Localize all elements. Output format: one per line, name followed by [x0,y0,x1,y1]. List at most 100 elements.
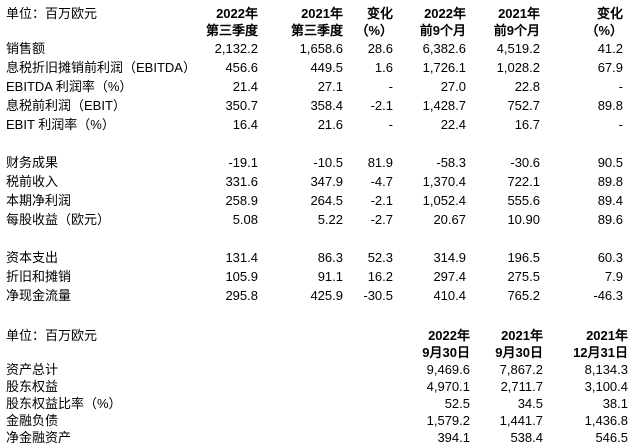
cell-value: -4.7 [370,174,393,189]
cell-value: 10.90 [507,212,540,227]
cell-value: 1,052.4 [422,193,466,208]
row-label: 销售额 [6,41,46,56]
cell-value: 67.9 [597,60,623,75]
col-header-line: 第三季度 [205,23,258,38]
cell-value: 16.7 [514,117,540,132]
cell-value: 1,428.7 [422,98,466,113]
cell-value: 28.6 [367,41,393,56]
row-label: 折旧和摊销 [6,269,72,284]
col-header-line: 2022年 [424,6,466,21]
cell-value: 394.1 [437,430,470,445]
cell-value: 425.9 [310,288,343,303]
cell-value: 196.5 [507,250,540,265]
cell-value: 264.5 [310,193,343,208]
cell-value: 105.9 [225,269,258,284]
row-label: 本期净利润 [6,193,72,208]
cell-value: 21.6 [317,117,343,132]
quarterly-results-table: 单位：百万欧元 2022年 第三季度 2021年 第三季度 变化 （%） 202… [0,0,623,305]
cell-value: -58.3 [436,155,466,170]
row-label: 净现金流量 [6,288,72,303]
cell-value: 131.4 [225,250,258,265]
col-header-line: 2021年 [301,6,343,21]
table-row: 金融负债 1,579.2 1,441.7 1,436.8 [0,412,628,429]
col-header-2022-09-30: 2022年 9月30日 [396,325,470,361]
cell-value: 52.5 [444,396,470,411]
cell-value: 2,132.2 [214,41,258,56]
col-header-line: 前9个月 [493,23,540,38]
col-header-line: 2021年 [498,6,540,21]
row-label: 股东权益比率（%） [6,396,122,411]
cell-value: 546.5 [595,430,628,445]
cell-value: 27.0 [440,79,466,94]
cell-value: - [618,117,623,132]
cell-value: 22.8 [514,79,540,94]
cell-value: 34.5 [517,396,543,411]
group-spacer [0,134,623,153]
cell-value: 1,726.1 [422,60,466,75]
cell-value: 89.4 [597,193,623,208]
cell-value: 297.4 [433,269,466,284]
cell-value: 1,658.6 [299,41,343,56]
table-row: 财务成果 -19.1 -10.5 81.9 -58.3 -30.6 90.5 [0,153,623,172]
cell-value: -2.7 [370,212,393,227]
cell-value: 4,970.1 [426,379,470,394]
cell-value: -10.5 [313,155,343,170]
table-row: 股东权益 4,970.1 2,711.7 3,100.4 [0,378,628,395]
col-header-line: 变化 [366,6,393,21]
cell-value: 1,441.7 [499,413,543,428]
cell-value: 347.9 [310,174,343,189]
row-label: 资本支出 [6,250,59,265]
cell-value: 89.8 [597,98,623,113]
cell-value: 555.6 [507,193,540,208]
col-header-line: 9月30日 [495,345,543,360]
cell-value: 331.6 [225,174,258,189]
cell-value: 1,028.2 [496,60,540,75]
table-row: 净现金流量 295.8 425.9 -30.5 410.4 765.2 -46.3 [0,286,623,305]
table-row: 息税前利润（EBIT） 350.7 358.4 -2.1 1,428.7 752.7 89.… [0,96,623,115]
cell-value: - [388,117,393,132]
cell-value: 358.4 [310,98,343,113]
cell-value: 350.7 [225,98,258,113]
cell-value: 86.3 [317,250,343,265]
cell-value: 258.9 [225,193,258,208]
cell-value: 752.7 [507,98,540,113]
cell-value: 89.6 [597,212,623,227]
group-spacer [0,229,623,248]
cell-value: 81.9 [367,155,393,170]
cell-value: 41.2 [597,41,623,56]
cell-value: 1.6 [374,60,393,75]
col-header-change-q: 变化 （%） [343,0,393,39]
table-row: 税前收入 331.6 347.9 -4.7 1,370.4 722.1 89.8 [0,172,623,191]
cell-value: 5.08 [232,212,258,227]
row-label: 资产总计 [6,362,59,377]
row-label: 股东权益 [6,379,59,394]
col-header-change-9m: 变化 （%） [540,0,623,39]
table2-header-row: 单位：百万欧元 2022年 9月30日 2021年 9月30日 2021年 12… [0,325,628,361]
table-row: 本期净利润 258.9 264.5 -2.1 1,052.4 555.6 89.4 [0,191,623,210]
cell-value: 1,436.8 [584,413,628,428]
cell-value: -30.6 [510,155,540,170]
cell-value: 5.22 [317,212,343,227]
table1-header-row: 单位：百万欧元 2022年 第三季度 2021年 第三季度 变化 （%） 202… [0,0,623,39]
row-label: 净金融资产 [6,430,72,445]
cell-value: 9,469.6 [426,362,470,377]
cell-value: 314.9 [433,250,466,265]
col-header-2022-q3: 2022年 第三季度 [198,0,258,39]
cell-value: 1,579.2 [426,413,470,428]
cell-value: 90.5 [597,155,623,170]
col-header-line: （%） [585,23,623,38]
col-header-2021-09-30: 2021年 9月30日 [470,325,543,361]
table-row: 息税折旧摊销前利润（EBITDA） 456.6 449.5 1.6 1,726.1 1,0… [0,58,623,77]
row-label: 息税折旧摊销前利润（EBITDA） [6,60,196,75]
cell-value: -46.3 [593,288,623,303]
table-row: 资本支出 131.4 86.3 52.3 314.9 196.5 60.3 [0,248,623,267]
col-header-2021-q3: 2021年 第三季度 [258,0,343,39]
cell-value: 1,370.4 [422,174,466,189]
col-header-line: 前9个月 [419,23,466,38]
col-header-line: 变化 [596,6,623,21]
col-header-2021-9m: 2021年 前9个月 [466,0,540,39]
row-label: EBIT 利润率（%） [6,117,115,132]
cell-value: 538.4 [510,430,543,445]
cell-value: -30.5 [363,288,393,303]
